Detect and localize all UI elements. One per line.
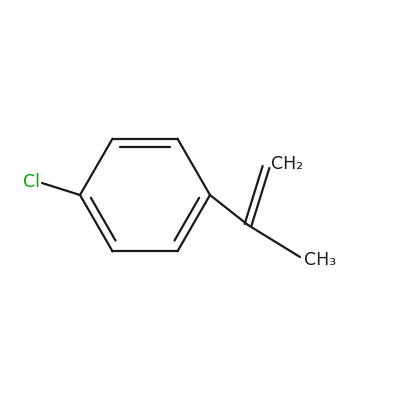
Text: Cl: Cl	[23, 173, 40, 191]
Text: CH₂: CH₂	[271, 155, 303, 173]
Text: CH₃: CH₃	[304, 251, 336, 269]
